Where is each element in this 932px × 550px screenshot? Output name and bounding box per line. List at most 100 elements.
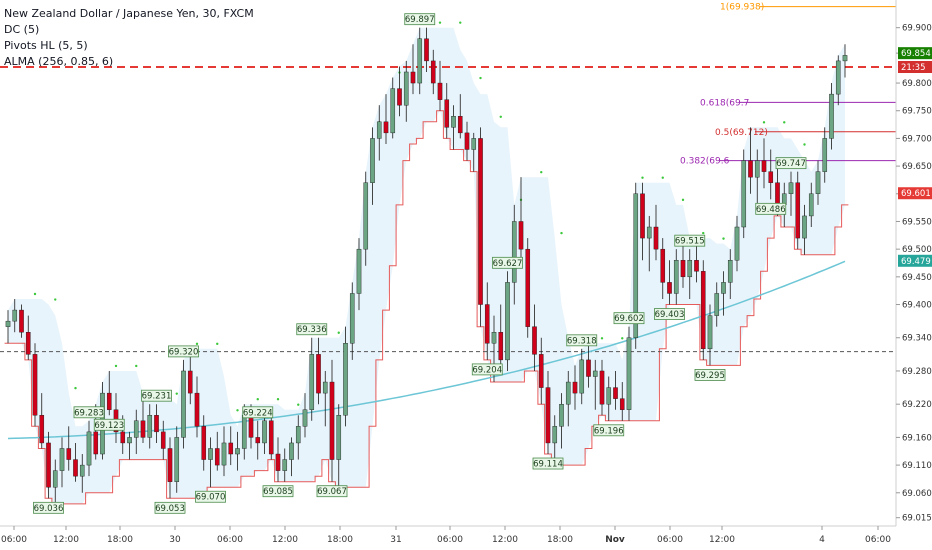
pivot-label-text: 69.204 bbox=[472, 365, 502, 375]
price-tick-label: 69.750 bbox=[902, 107, 932, 117]
pivot-dot bbox=[499, 115, 502, 119]
candle-body bbox=[505, 282, 510, 361]
candle-body bbox=[572, 381, 578, 394]
pivot-label-text: 69.283 bbox=[74, 408, 104, 418]
candle-body bbox=[444, 99, 450, 128]
candle-body bbox=[356, 248, 362, 294]
candle-body bbox=[79, 464, 85, 477]
candle-body bbox=[268, 420, 274, 455]
candle-body bbox=[700, 271, 706, 350]
candle-body bbox=[322, 381, 328, 394]
price-axis: 69.015 69.060 69.110 69.160 69.220 69.280 69.3… bbox=[895, 0, 932, 526]
candle-body bbox=[349, 293, 355, 344]
pivot-dot bbox=[175, 392, 178, 395]
price-axis-marker-text: 69.479 bbox=[901, 257, 931, 267]
candle-body bbox=[694, 260, 699, 272]
price-axis-marker-text: 69.601 bbox=[901, 189, 931, 199]
pivot-label-box bbox=[93, 418, 125, 431]
time-tick-label: Nov bbox=[605, 535, 625, 545]
candle-body bbox=[491, 332, 497, 344]
pivot-label-text: 69.602 bbox=[614, 314, 644, 324]
pivot-dot bbox=[783, 121, 786, 124]
pivot-label-box bbox=[654, 308, 685, 320]
candle-body bbox=[552, 426, 558, 444]
legend-indicator-alma[interactable]: ALMA (256, 0.85, 6) bbox=[4, 55, 114, 68]
pivot-label-text: 69.224 bbox=[243, 408, 273, 418]
candle-body bbox=[673, 260, 679, 294]
candle-body bbox=[295, 426, 301, 444]
candle-body bbox=[120, 431, 126, 444]
candle-body bbox=[262, 420, 267, 444]
pivot-label-text: 69.897 bbox=[405, 15, 435, 25]
candle-body bbox=[383, 121, 389, 134]
candle-body bbox=[214, 448, 220, 466]
pivot-label-box bbox=[296, 323, 328, 336]
candle-body bbox=[761, 160, 767, 172]
candle-body bbox=[586, 359, 591, 377]
candle-body bbox=[154, 415, 159, 433]
pivot-label-text: 69.336 bbox=[297, 325, 327, 335]
candle-body bbox=[687, 260, 693, 278]
candle-body bbox=[248, 415, 254, 438]
candle-body bbox=[714, 293, 720, 316]
candle-body bbox=[815, 171, 821, 194]
time-tick-label: 18:00 bbox=[547, 535, 573, 545]
candle-body bbox=[680, 260, 686, 278]
pivot-label-box bbox=[674, 234, 706, 247]
candle-body bbox=[775, 182, 780, 206]
pivot-label-box bbox=[242, 406, 274, 419]
pivot-label-text: 69.053 bbox=[155, 504, 185, 514]
pivot-label-text: 69.067 bbox=[317, 487, 347, 497]
time-tick-label: 18:00 bbox=[327, 535, 353, 545]
candle-body bbox=[66, 448, 72, 460]
candle-body bbox=[194, 392, 200, 427]
candle-body bbox=[316, 354, 321, 394]
pivot-dot bbox=[438, 21, 442, 24]
candle-body bbox=[106, 392, 112, 410]
price-axis-marker bbox=[898, 60, 932, 73]
pivot-label-text: 69.123 bbox=[94, 421, 124, 431]
candle-body bbox=[73, 459, 78, 477]
pivot-dot bbox=[135, 364, 138, 368]
pivot-label-text: 69.403 bbox=[655, 310, 685, 320]
price-tick-label: 69.650 bbox=[902, 162, 932, 172]
candle-body bbox=[5, 320, 11, 327]
candle-body bbox=[835, 60, 841, 95]
pivot-dot bbox=[337, 331, 340, 334]
pivot-label-text: 69.486 bbox=[756, 205, 786, 215]
candle-body bbox=[201, 426, 207, 460]
candle-body bbox=[653, 226, 659, 250]
pivot-label-box bbox=[168, 345, 199, 358]
pivot-label-box bbox=[775, 157, 807, 170]
candle-body bbox=[471, 138, 477, 150]
candle-body bbox=[255, 437, 261, 444]
candle-body bbox=[160, 431, 166, 449]
pivot-label-box bbox=[33, 501, 64, 514]
pivot-dot bbox=[621, 337, 624, 340]
price-tick-label: 69.500 bbox=[902, 245, 932, 255]
legend-indicator-dc[interactable]: DC (5) bbox=[4, 23, 40, 36]
pivot-label-box bbox=[755, 202, 787, 215]
candle-body bbox=[302, 409, 308, 427]
candle-body bbox=[221, 442, 227, 466]
pivot-dot bbox=[114, 364, 118, 368]
legend-indicator-pivots[interactable]: Pivots HL (5, 5) bbox=[4, 39, 88, 52]
time-tick-label: 31 bbox=[390, 535, 401, 545]
candle-body bbox=[511, 221, 517, 283]
candle-body bbox=[140, 420, 146, 438]
price-tick-label: 69.900 bbox=[902, 24, 932, 34]
donchian-lower-line bbox=[4, 110, 849, 505]
time-tick-label: 18:00 bbox=[107, 535, 133, 545]
candle-body bbox=[147, 415, 153, 438]
candle-body bbox=[795, 182, 801, 239]
candle-body bbox=[167, 448, 173, 482]
chart-legend: New Zealand Dollar / Japanese Yen, 30, F… bbox=[4, 6, 254, 70]
fib-level-label: 0.382(69.6 bbox=[680, 157, 730, 167]
candle-body bbox=[727, 260, 733, 283]
pivot-label-box bbox=[141, 389, 172, 402]
candle-body bbox=[376, 121, 382, 139]
pivot-label-box bbox=[492, 256, 523, 269]
pivot-label-text: 69.070 bbox=[196, 493, 226, 503]
candle-body bbox=[127, 437, 132, 444]
